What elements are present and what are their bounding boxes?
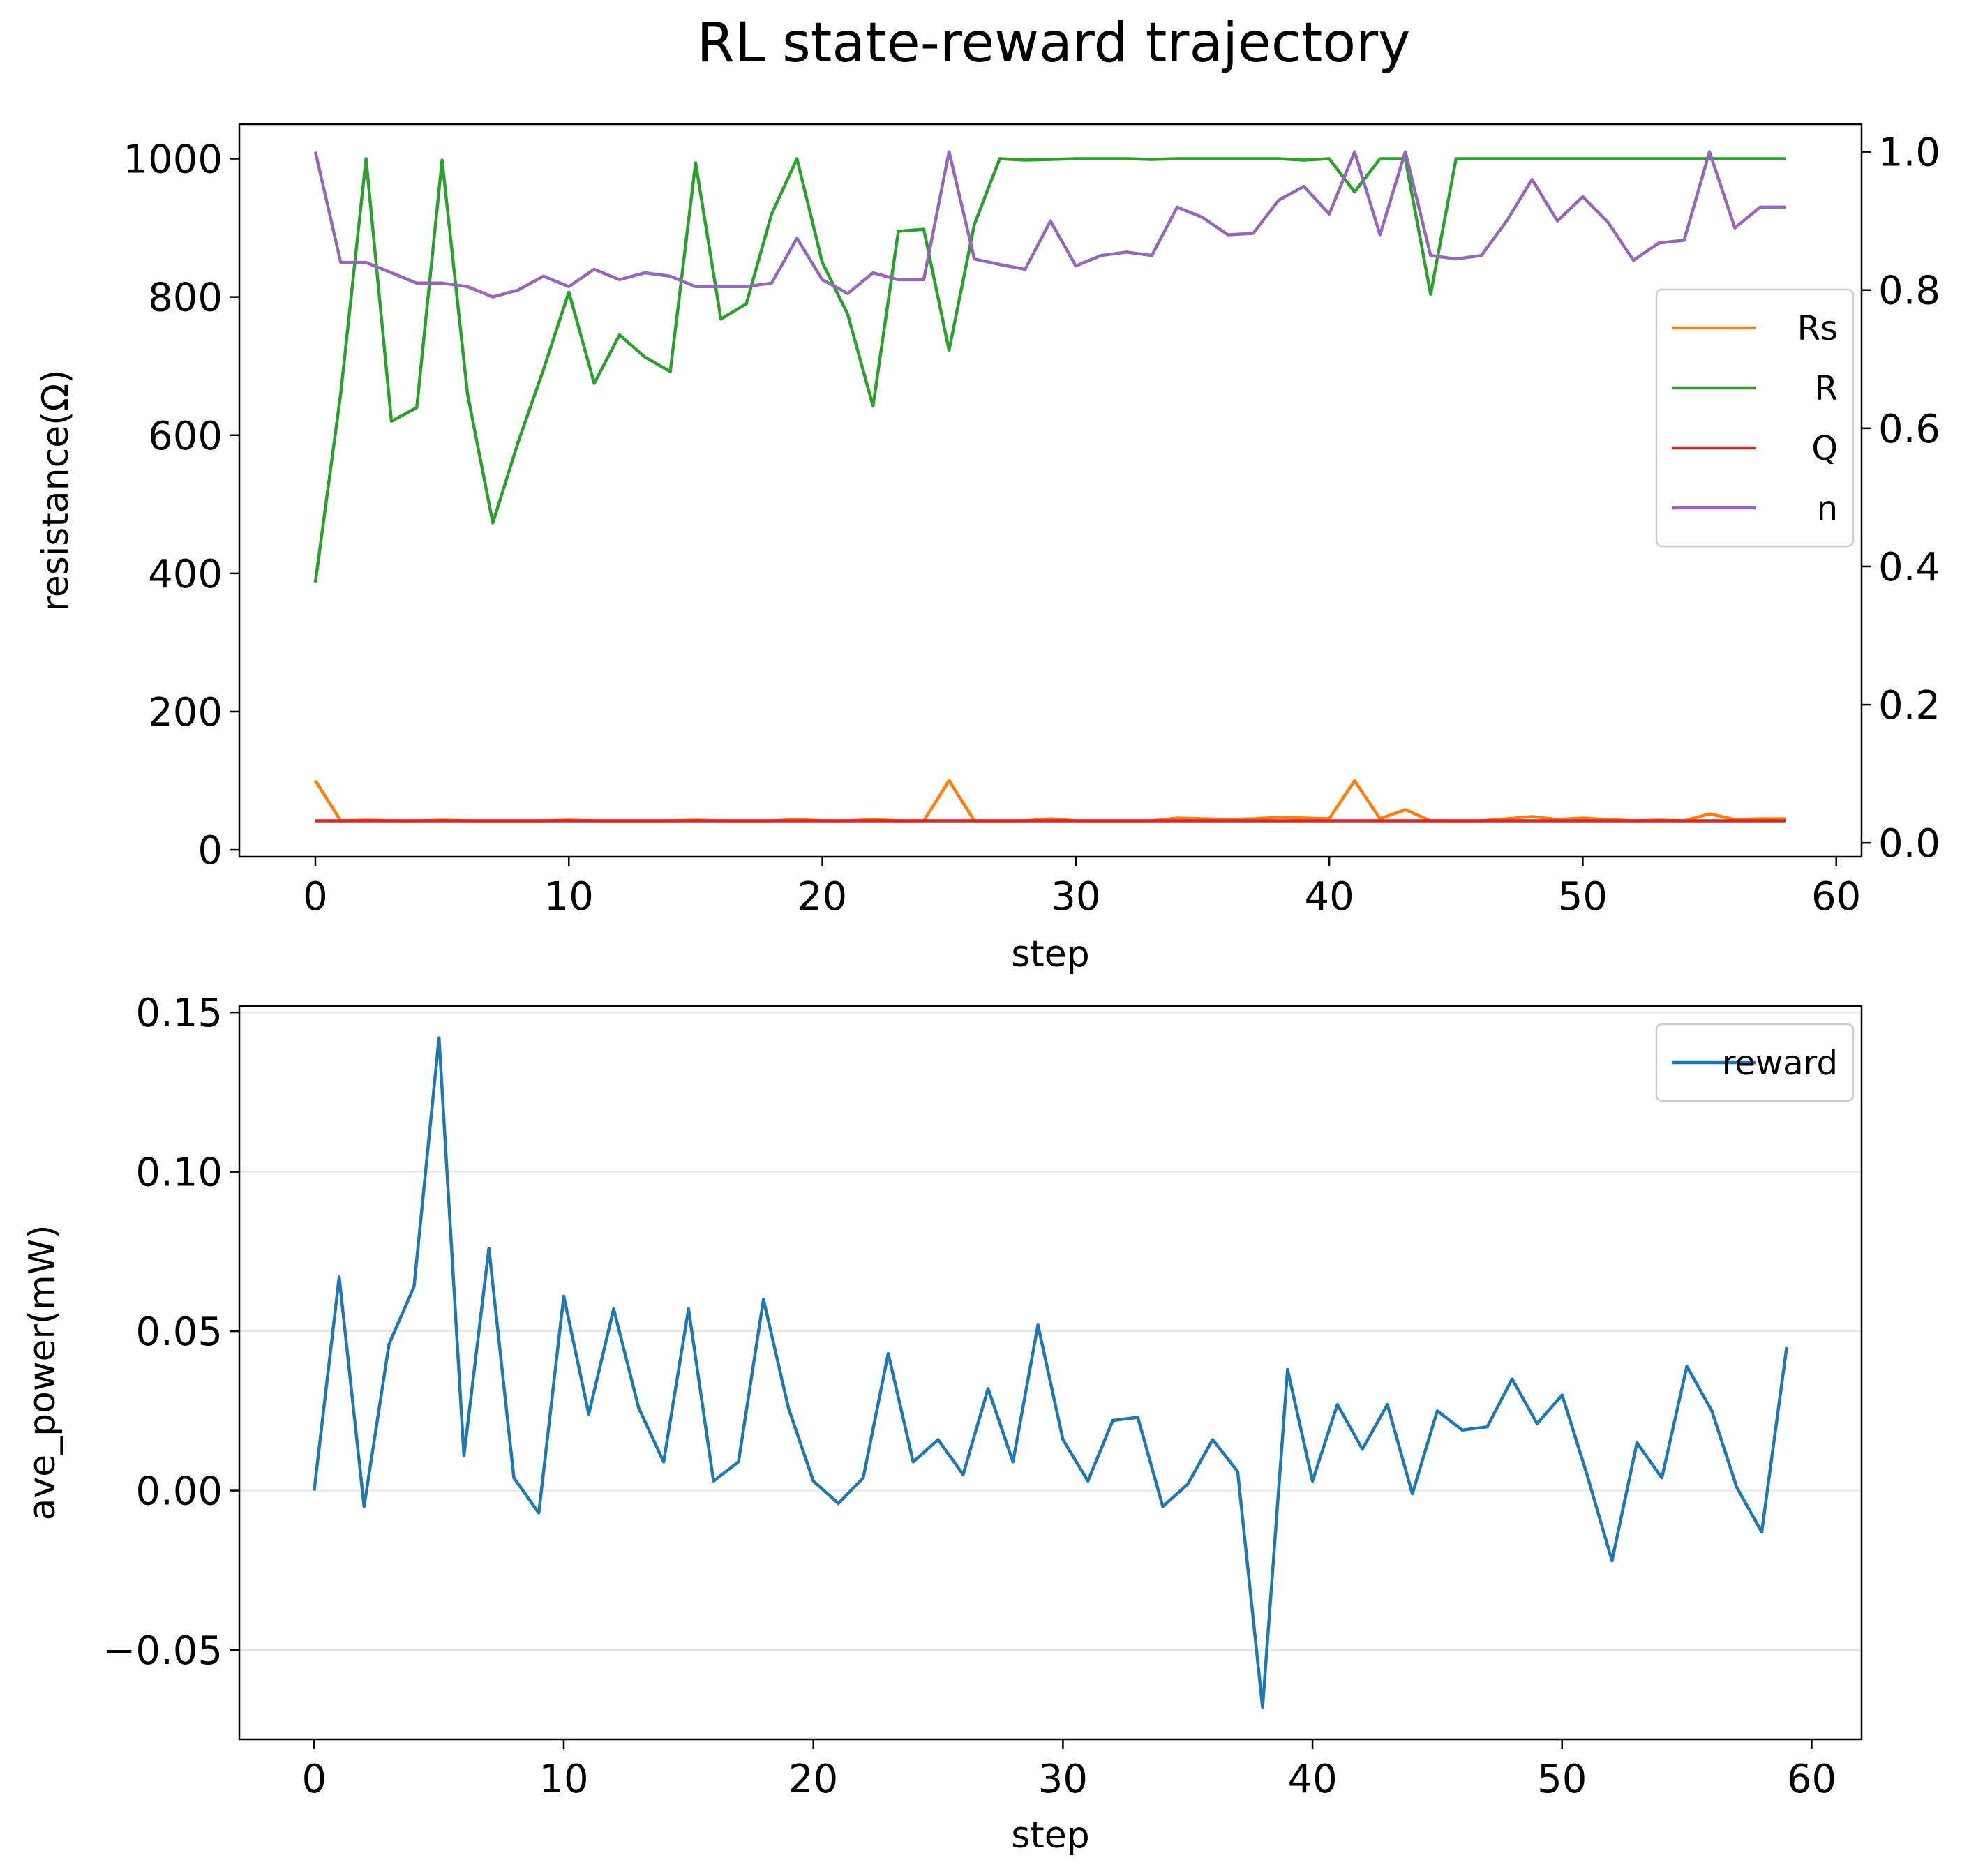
- legend-label-Rs: Rs: [1797, 309, 1838, 348]
- x-tick-label: 60: [1811, 874, 1861, 920]
- y-tick-label: 0.10: [135, 1150, 223, 1196]
- x-axis-label: step: [1011, 933, 1089, 975]
- x-tick-label: 50: [1558, 874, 1608, 920]
- x-tick-label: 10: [539, 1757, 588, 1802]
- legend: reward: [1655, 1023, 1855, 1102]
- legend: Rs RQn: [1655, 288, 1855, 548]
- y-tick-label: 800: [148, 276, 223, 321]
- y-tick-label: 400: [148, 552, 223, 597]
- plot-frame: [238, 123, 1863, 858]
- x-tick-label: 40: [1304, 874, 1354, 920]
- y-axis-label: resistance(Ω): [35, 370, 77, 612]
- x-axis-label: step: [1011, 1815, 1089, 1856]
- y-tick-label: 600: [148, 414, 223, 459]
- x-tick-label: 60: [1787, 1757, 1836, 1802]
- y2-tick-label: 1.0: [1878, 130, 1940, 176]
- series-reward-line: [313, 1036, 1788, 1709]
- y-tick-label: 0.05: [135, 1310, 223, 1355]
- x-tick-label: 40: [1287, 1757, 1337, 1802]
- series-n-line: [313, 150, 1786, 299]
- y-tick-label: −0.05: [103, 1628, 223, 1674]
- y-tick-label: 0.15: [135, 991, 223, 1036]
- legend-box: [1655, 288, 1855, 548]
- legend-label-n: n: [1817, 489, 1838, 528]
- y2-tick-label: 0.8: [1878, 269, 1940, 314]
- x-tick-label: 20: [798, 874, 847, 920]
- y2-tick-label: 0.6: [1878, 407, 1940, 452]
- legend-label-R: R: [1815, 369, 1838, 408]
- series-R-line: [313, 157, 1786, 583]
- legend-label-reward: reward: [1722, 1044, 1838, 1083]
- y-axis-label: ave_power(mW): [22, 1225, 63, 1521]
- x-tick-label: 0: [301, 1757, 327, 1802]
- legend-label-Q: Q: [1811, 429, 1838, 468]
- y-tick-label: 200: [148, 690, 223, 735]
- plot-frame: [238, 1005, 1863, 1741]
- y-tick-label: 0.00: [135, 1469, 223, 1515]
- y2-tick-label: 0.2: [1878, 683, 1940, 728]
- x-tick-label: 30: [1051, 874, 1100, 920]
- x-tick-label: 10: [544, 874, 594, 920]
- x-tick-label: 20: [788, 1757, 838, 1802]
- x-tick-label: 0: [303, 874, 328, 920]
- y2-tick-label: 0.4: [1878, 545, 1940, 590]
- y-tick-label: 1000: [123, 137, 223, 183]
- series-Rs-line: [314, 779, 1786, 823]
- bottom-panel: 0 10 20 30 40 50 60 −0.05 0.00 0.05 0.10 0.15 step av…: [22, 991, 1863, 1856]
- y2-tick-label: 0.0: [1878, 821, 1940, 866]
- figure-title: RL state-reward trajectory: [697, 12, 1411, 75]
- y-tick-label: 0: [197, 828, 223, 873]
- top-panel: 0 10 20 30 40 50 60020040060080010000.00.20.40…: [35, 123, 1940, 975]
- x-tick-label: 30: [1038, 1757, 1088, 1802]
- x-tick-label: 50: [1537, 1757, 1587, 1802]
